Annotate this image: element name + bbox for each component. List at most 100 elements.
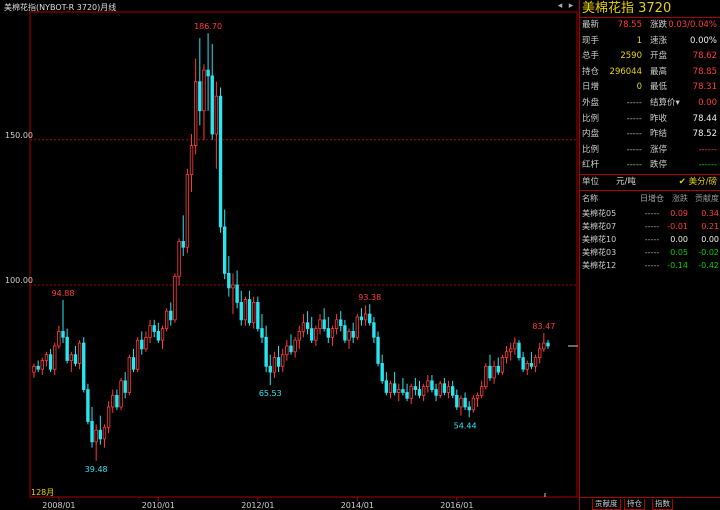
candle-body xyxy=(521,357,525,370)
quote-label: 跌停 xyxy=(650,160,668,171)
tab-index[interactable]: 指数 xyxy=(652,499,673,510)
period-label: 128月 xyxy=(31,488,54,497)
quote-label: 红杆 xyxy=(582,160,600,171)
candle-body xyxy=(351,331,355,338)
quote-value: ------ xyxy=(698,144,717,155)
candle-body xyxy=(405,392,409,399)
candle-body xyxy=(322,319,326,329)
candle-body xyxy=(330,328,335,338)
quote-value: ------ xyxy=(698,160,717,171)
candle-body xyxy=(384,380,389,393)
candle-body xyxy=(140,339,144,350)
chart-title: 美棉花指(NYBOT-R 3720)月线 xyxy=(4,3,117,12)
component-increase: ----- xyxy=(644,208,660,218)
candle-body xyxy=(368,313,372,324)
candle-body xyxy=(123,380,127,393)
chart-canvas[interactable]: 150.00 100.00 2008/01 2010/01 2012/01 2014/01… xyxy=(0,0,578,510)
candle-body xyxy=(305,322,310,329)
tab-contribution[interactable]: 贡献度 xyxy=(592,499,621,510)
candle-body xyxy=(509,348,513,353)
candle-body xyxy=(409,386,413,399)
candle-body xyxy=(135,339,140,370)
candle-body xyxy=(504,351,509,358)
col-name-header[interactable]: 名称 xyxy=(582,193,598,203)
component-row[interactable]: 美棉花03 ----- 0.05 -0.02 xyxy=(580,246,720,259)
candle-body xyxy=(471,397,476,411)
quote-row: 日增 0 最低 78.31 xyxy=(580,80,720,96)
quote-label: 比例 xyxy=(582,144,600,155)
quote-label: 昨收 xyxy=(650,113,668,124)
component-increase: ----- xyxy=(644,234,660,244)
candle-body xyxy=(144,336,148,350)
candle-body xyxy=(272,357,277,373)
candle-body xyxy=(131,357,136,370)
candle-body xyxy=(202,69,206,112)
candle-body xyxy=(210,75,214,135)
col-chg-header[interactable]: 涨跌 xyxy=(672,193,688,203)
left-arrow-icon[interactable]: ◂ xyxy=(557,1,563,11)
col-inc-header[interactable]: 日增仓 xyxy=(640,193,664,203)
candle-body xyxy=(69,354,73,361)
candle-body xyxy=(310,328,314,341)
candle-body xyxy=(455,394,459,408)
component-row[interactable]: 美棉花05 ----- 0.09 0.34 xyxy=(580,207,720,220)
candle-body xyxy=(401,389,405,393)
unit-toggle-checkbox[interactable]: ✔ 美分/磅 xyxy=(678,176,717,187)
x-tick-label: 2014/01 xyxy=(341,501,374,510)
quote-row: 外盘 ----- 结算价▾ 0.00 xyxy=(580,96,720,112)
quote-label[interactable]: 结算价▾ xyxy=(650,97,680,108)
candle-body xyxy=(413,386,418,390)
x-tick-label: 2016/01 xyxy=(440,501,473,510)
component-row[interactable]: 美棉花07 ----- -0.01 0.21 xyxy=(580,220,720,233)
component-increase: ----- xyxy=(644,221,660,231)
candle-body xyxy=(314,328,318,341)
quote-label: 开盘 xyxy=(650,51,668,62)
candle-body xyxy=(542,342,546,350)
quote-row: 红杆 ----- 跌停 ------ xyxy=(580,158,720,174)
candlestick-chart[interactable]: 150.00 100.00 2008/01 2010/01 2012/01 2014/01… xyxy=(0,0,578,510)
col-contrib-header[interactable]: 贡献度 xyxy=(695,193,719,203)
candle-body xyxy=(119,380,123,408)
candle-body xyxy=(376,336,380,364)
candle-body xyxy=(98,429,103,440)
quote-label: 涨跌 xyxy=(650,20,668,30)
candle-body xyxy=(293,339,297,353)
component-row[interactable]: 美棉花12 ----- -0.14 -0.42 xyxy=(580,259,720,272)
quote-value: 78.62 xyxy=(692,51,717,62)
component-increase: ----- xyxy=(644,247,660,257)
component-contribution: 0.34 xyxy=(701,208,719,218)
x-tick-label: 2008/01 xyxy=(42,501,75,510)
candle-body xyxy=(268,365,272,373)
unit-row: 单位 元/吨 ✔ 美分/磅 xyxy=(580,173,720,191)
quote-label: 总手 xyxy=(582,51,600,62)
component-name: 美棉花07 xyxy=(582,221,617,231)
candle-body xyxy=(479,386,484,396)
candle-body xyxy=(434,389,438,396)
candle-body xyxy=(218,95,223,228)
unit-value[interactable]: 元/吨 xyxy=(616,176,636,187)
tab-position[interactable]: 持仓 xyxy=(624,499,645,510)
component-change: 0.00 xyxy=(670,234,688,244)
component-name: 美棉花10 xyxy=(582,234,617,244)
quote-value: ----- xyxy=(626,160,642,171)
candle-body xyxy=(318,319,322,329)
quote-row: 最新 78.55 涨跌 0.03/0.04% xyxy=(580,18,720,34)
candle-body xyxy=(475,394,480,399)
candle-body xyxy=(181,241,185,248)
quote-value: 0.00% xyxy=(689,35,717,46)
candle-body xyxy=(517,342,521,358)
candle-body xyxy=(446,386,451,393)
quote-label: 昨结 xyxy=(650,129,668,140)
quote-value: ----- xyxy=(626,113,642,124)
candle-body xyxy=(231,284,235,289)
candle-body xyxy=(380,363,384,382)
candle-body xyxy=(492,365,496,379)
quote-label: 最新 xyxy=(582,20,600,30)
component-row[interactable]: 美棉花10 ----- 0.00 0.00 xyxy=(580,233,720,246)
y-tick-label: 100.00 xyxy=(5,276,33,285)
candle-body xyxy=(500,357,505,373)
quote-label: 持仓 xyxy=(582,66,600,77)
right-arrow-icon[interactable]: ▸ xyxy=(568,1,574,11)
quote-value: 0.03/0.04% xyxy=(668,20,717,30)
quote-value: ----- xyxy=(626,129,642,140)
